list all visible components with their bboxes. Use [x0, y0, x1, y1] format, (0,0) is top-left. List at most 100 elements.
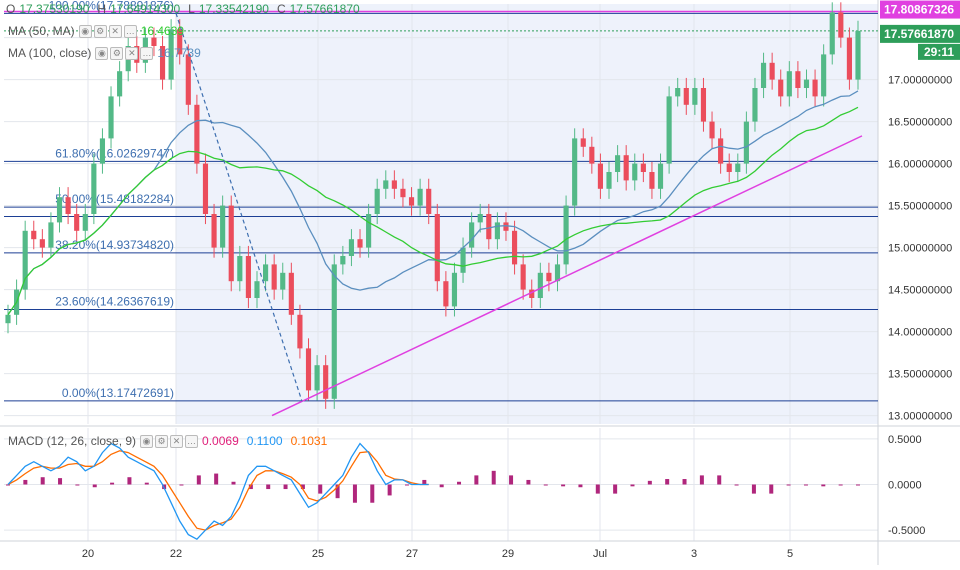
candle-body	[305, 348, 312, 391]
candle-body	[460, 247, 466, 273]
candle-body	[254, 281, 260, 298]
close-icon[interactable]: ✕	[125, 46, 139, 60]
macd-histogram-bar	[509, 475, 514, 485]
eye-icon[interactable]: ◉	[95, 46, 109, 60]
macd-histogram-bar	[561, 484, 566, 487]
candle-body	[451, 272, 458, 307]
close-icon[interactable]: ✕	[108, 24, 122, 38]
candle-body	[477, 214, 483, 223]
gear-icon[interactable]: ⚙	[155, 434, 169, 448]
macd-line	[7, 442, 429, 541]
macd-histogram-bar	[335, 484, 340, 499]
trendline	[271, 135, 863, 417]
eye-icon[interactable]: ◉	[140, 434, 154, 448]
macd-histogram-bar	[23, 479, 28, 485]
macd-histogram-bar	[6, 484, 10, 486]
macd-legend[interactable]: MACD (12, 26, close, 9) ◉ ⚙ ✕… 0.0069 0.11…	[8, 434, 327, 448]
candle-body	[743, 121, 749, 164]
macd-controls[interactable]: ◉ ⚙ ✕…	[140, 434, 199, 448]
x-tick-label: 20	[82, 548, 94, 560]
y-tick-label: 14.00000000	[888, 327, 952, 339]
candle-body	[795, 71, 801, 88]
candle-body	[357, 239, 363, 248]
candle-body	[675, 88, 681, 97]
candle-body	[400, 188, 406, 198]
x-tick-label: 29	[502, 548, 514, 560]
candle-body	[821, 54, 827, 97]
candle-body	[408, 197, 415, 206]
x-tick-label: Jul	[593, 548, 607, 560]
macd-histogram-bar	[786, 484, 791, 486]
candle-body	[340, 256, 346, 265]
candle-body	[366, 214, 372, 248]
macd-histogram-bar	[75, 484, 80, 486]
candle-body	[374, 188, 380, 214]
candle-body	[31, 230, 37, 240]
more-icon[interactable]: …	[123, 24, 137, 38]
eye-icon[interactable]: ◉	[78, 24, 92, 38]
macd-histogram-bar	[266, 484, 271, 490]
x-tick-label: 27	[406, 548, 418, 560]
candle-body	[563, 205, 569, 265]
macd-histogram-bar	[543, 484, 548, 486]
y-tick-label: 16.00000000	[888, 159, 952, 171]
macd-histogram-bar	[595, 484, 600, 494]
macd-histogram-bar	[300, 484, 305, 490]
high-price-badge	[880, 0, 960, 19]
candle-body	[383, 180, 389, 189]
ma100-label: MA (100, close)	[8, 46, 92, 60]
more-icon[interactable]: …	[185, 434, 199, 448]
macd-value: 0.1100	[246, 434, 283, 448]
x-tick-label: 5	[787, 548, 793, 560]
ma50-label: MA (50, MA)	[8, 24, 75, 38]
candle-body	[520, 264, 526, 290]
macd-histogram-bar	[58, 478, 63, 485]
macd-histogram-bar	[196, 475, 201, 485]
ohlc-c-key: C	[276, 2, 286, 16]
gear-icon[interactable]: ⚙	[93, 24, 107, 38]
macd-histogram-bar	[578, 484, 583, 488]
ma100-legend[interactable]: MA (100, close) ◉ ⚙ ✕… 16.7739	[8, 46, 201, 60]
ma50-controls[interactable]: ◉ ⚙ ✕…	[78, 24, 137, 38]
ohlc-l-value: 17.33542190	[198, 2, 269, 16]
candle-body	[486, 214, 492, 240]
ma50-line	[7, 106, 859, 316]
countdown-text: 29:11	[924, 45, 954, 59]
candle-body	[288, 272, 294, 315]
ma100-value: 16.7739	[157, 46, 201, 60]
candle-body	[803, 79, 810, 88]
candle-body	[632, 163, 638, 181]
x-tick-label: 3	[691, 548, 697, 560]
candle-body	[726, 163, 732, 172]
candle-body	[39, 239, 45, 248]
candle-body	[503, 222, 509, 231]
macd-histogram-bar	[526, 479, 531, 485]
macd-histogram-bar	[248, 484, 253, 490]
macd-y-tick-label: -0.5000	[888, 525, 925, 537]
ohlc-legend: O 17.37530190 H 17.64914300 L 17.33542190 C…	[6, 2, 360, 16]
candle-body	[323, 365, 329, 399]
candle-body	[159, 46, 166, 80]
y-tick-label: 13.50000000	[888, 369, 952, 381]
macd-histogram-bar	[40, 477, 45, 485]
more-icon[interactable]: …	[140, 46, 154, 60]
macd-y-tick-label: 0.5000	[888, 434, 922, 446]
ma50-legend[interactable]: MA (50, MA) ◉ ⚙ ✕… 16.4639	[8, 24, 184, 38]
candle-body	[778, 79, 784, 97]
candle-body	[194, 104, 200, 164]
ma100-controls[interactable]: ◉ ⚙ ✕…	[95, 46, 154, 60]
gear-icon[interactable]: ⚙	[110, 46, 124, 60]
macd-hist-value: 0.0069	[202, 434, 239, 448]
macd-histogram-bar	[665, 479, 670, 485]
candle-body	[572, 138, 578, 206]
close-icon[interactable]: ✕	[170, 434, 184, 448]
x-tick-label: 25	[312, 548, 324, 560]
candle-body	[752, 88, 758, 122]
macd-histogram-bar	[803, 484, 808, 486]
candle-body	[537, 272, 543, 298]
macd-histogram-bar	[838, 484, 843, 486]
macd-histogram-bar	[231, 481, 236, 485]
macd-histogram-bar	[404, 484, 409, 486]
